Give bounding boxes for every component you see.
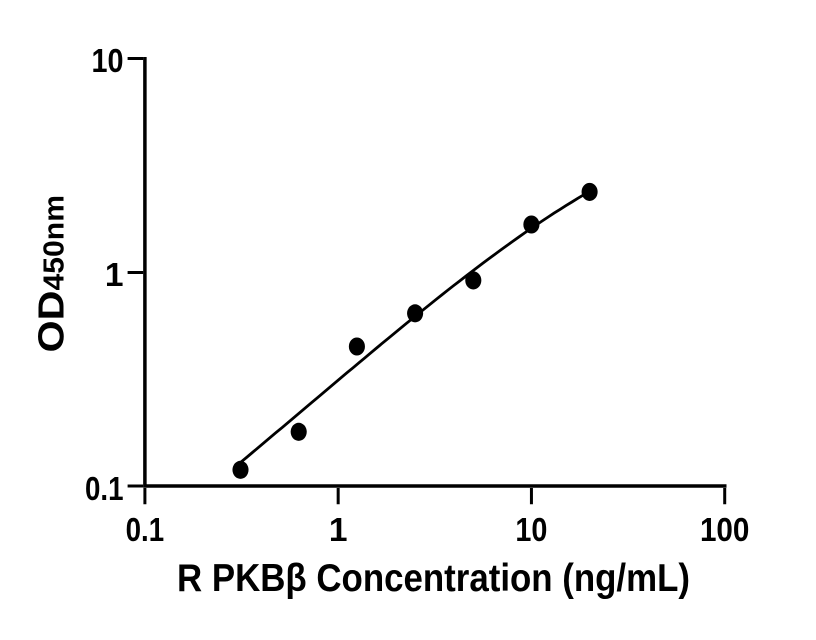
svg-text:OD450nm: OD450nm [31, 195, 72, 353]
svg-text:10: 10 [92, 43, 124, 80]
svg-text:10: 10 [515, 512, 547, 549]
svg-text:0.1: 0.1 [126, 512, 165, 549]
svg-text:1: 1 [329, 512, 348, 549]
svg-text:0.1: 0.1 [85, 471, 124, 508]
svg-text:R PKBβ Concentration (ng/mL): R PKBβ Concentration (ng/mL) [177, 557, 690, 600]
svg-text:1: 1 [105, 257, 124, 294]
svg-text:100: 100 [700, 512, 750, 549]
